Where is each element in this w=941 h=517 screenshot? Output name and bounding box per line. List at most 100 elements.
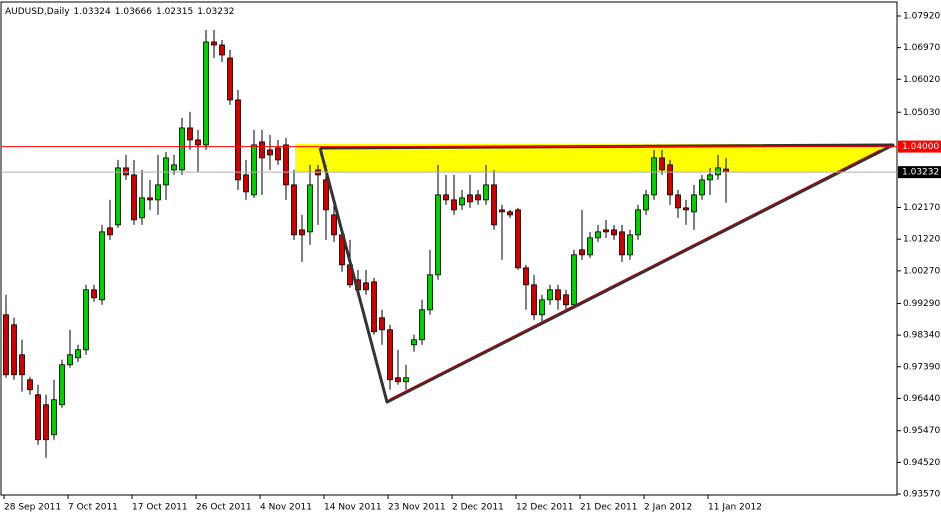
candle-body	[323, 179, 329, 211]
x-tick-label: 17 Oct 2011	[132, 503, 188, 513]
candle-body	[211, 41, 217, 46]
candle-body	[619, 231, 625, 256]
last-open: 1.03324	[74, 7, 111, 17]
candle-body	[91, 289, 97, 299]
candle-body	[435, 194, 441, 276]
candle-body	[475, 194, 481, 201]
last-low: 1.02315	[156, 7, 193, 17]
candle-body	[459, 197, 465, 206]
candle-body	[179, 127, 185, 171]
candle-body	[163, 157, 169, 186]
candle-body	[675, 194, 681, 209]
candle-body	[531, 284, 537, 316]
candle-body	[483, 184, 489, 201]
candle-body	[539, 299, 545, 316]
chart-title: AUDUSD,Daily	[5, 7, 70, 17]
candle-body	[411, 339, 417, 346]
candle-body	[451, 199, 457, 211]
annotations	[295, 144, 893, 172]
candle-body	[219, 44, 225, 56]
candle-body	[51, 399, 57, 436]
x-tick-label: 23 Nov 2011	[388, 503, 446, 513]
candle-body	[507, 211, 513, 216]
x-tick-label: 2 Dec 2011	[452, 503, 504, 513]
last-price-box	[898, 166, 941, 179]
trend-line	[389, 149, 881, 400]
candle-body	[643, 194, 649, 211]
candle-body	[283, 144, 289, 186]
y-tick-label: 1.05030	[903, 108, 940, 118]
candle-body	[307, 184, 313, 233]
candle-body	[67, 354, 73, 366]
level-label-box	[898, 140, 941, 153]
y-tick-label: 0.94520	[903, 458, 940, 468]
candle-body	[595, 231, 601, 239]
y-tick-label: 0.93570	[903, 490, 940, 500]
last-high: 1.03666	[115, 7, 152, 17]
candle-body	[707, 174, 713, 181]
candle-body	[427, 274, 433, 311]
candle-body	[691, 194, 697, 213]
candle-body	[299, 229, 305, 236]
y-tick-label: 0.99290	[903, 299, 940, 309]
candle-body	[555, 289, 561, 301]
y-tick-label: 1.06970	[903, 43, 940, 53]
level-label: 1.04000	[902, 142, 939, 152]
candle-body	[187, 127, 193, 141]
candle-body	[107, 227, 113, 236]
candle-body	[603, 229, 609, 233]
candle-body	[419, 309, 425, 341]
x-tick-label: 11 Jan 2012	[708, 503, 762, 513]
candle-body	[275, 147, 281, 161]
candle-body	[659, 157, 665, 171]
plot-frame	[0, 1, 898, 496]
y-tick-label: 1.07920	[903, 11, 940, 21]
candle-body	[379, 317, 385, 331]
candle-body	[251, 144, 257, 196]
candle-body	[147, 197, 153, 201]
candle-body	[627, 234, 633, 256]
x-tick-label: 4 Nov 2011	[260, 503, 312, 513]
candle-body	[259, 141, 265, 159]
candle-body	[75, 349, 81, 359]
candle-body	[523, 267, 529, 286]
candle-body	[515, 209, 521, 269]
x-tick-label: 12 Dec 2011	[516, 503, 574, 513]
candle-body	[611, 229, 617, 236]
x-tick-label: 2 Jan 2012	[644, 503, 692, 513]
candle-body	[11, 324, 17, 376]
candle-body	[139, 197, 145, 219]
candle-body	[363, 282, 369, 291]
x-tick-label: 28 Sep 2011	[4, 503, 61, 513]
y-tick-label: 0.96440	[903, 394, 940, 404]
candle-body	[131, 174, 137, 221]
y-tick-label: 0.95470	[903, 426, 940, 436]
y-tick-label: 1.00270	[903, 266, 940, 276]
candle-body	[443, 194, 449, 201]
candle-body	[171, 164, 177, 171]
candle-body	[155, 184, 161, 201]
candle-body	[99, 231, 105, 301]
candle-body	[43, 404, 49, 441]
candle-body	[587, 237, 593, 256]
candle-body	[203, 41, 209, 146]
candle-body	[395, 377, 401, 383]
y-tick-label: 0.98340	[903, 331, 940, 341]
x-tick-label: 21 Dec 2011	[580, 503, 638, 513]
candle-body	[227, 57, 233, 101]
candle-body	[267, 149, 273, 156]
candle-body	[499, 209, 505, 213]
y-tick-label: 0.97390	[903, 362, 940, 372]
candle-body	[387, 329, 393, 381]
resistance-zone	[295, 144, 893, 172]
candle-body	[699, 179, 705, 196]
candle-body	[331, 214, 337, 236]
candle-body	[579, 249, 585, 256]
y-tick-label: 1.06020	[903, 75, 940, 85]
candle-body	[19, 354, 25, 376]
candle-body	[683, 207, 689, 211]
candle-body	[123, 167, 129, 176]
candle-body	[571, 254, 577, 306]
candle-body	[635, 209, 641, 236]
candle-body	[3, 314, 9, 376]
